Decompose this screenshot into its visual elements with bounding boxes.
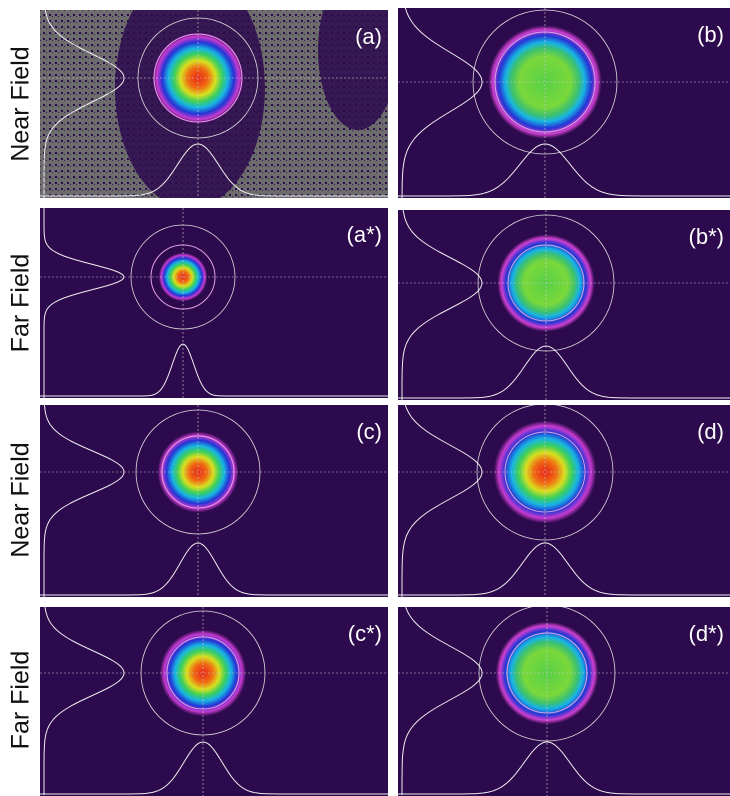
horizontal-profile (398, 741, 730, 795)
beam-panel: (a) (40, 10, 388, 198)
panel-content (398, 8, 730, 198)
panel-label: (d*) (689, 621, 724, 646)
dark-region (318, 10, 388, 130)
panel-content (40, 208, 388, 398)
row-label: Near Field (7, 442, 35, 557)
beam-spot (493, 420, 597, 524)
horizontal-profile (398, 542, 730, 596)
horizontal-profile (40, 343, 388, 397)
vertical-profile (43, 208, 125, 398)
vertical-profile (401, 607, 483, 795)
horizontal-profile (40, 741, 388, 795)
outer-ring (476, 405, 614, 541)
beam-panel: (a*) (40, 208, 388, 398)
panel-label: (d) (697, 419, 724, 444)
vertical-profile (43, 607, 125, 795)
panel-label: (c*) (348, 621, 382, 646)
panel-label: (c) (356, 419, 382, 444)
panel-label: (a) (355, 24, 382, 49)
panels: (a) (b) (a*) (b*) (c) (d) (c*) (d*) (40, 8, 730, 796)
row-label: Far Field (7, 254, 35, 353)
panel-label: (b) (697, 22, 724, 47)
vertical-profile (401, 8, 483, 198)
panel-label: (b*) (689, 224, 724, 249)
beam-panel: (c*) (40, 607, 388, 796)
panel-label: (a*) (347, 222, 382, 247)
vertical-profile (401, 210, 483, 400)
row-label: Near Field (7, 46, 35, 161)
horizontal-profile (398, 143, 730, 197)
horizontal-profile (398, 345, 730, 399)
panel-content (398, 607, 730, 796)
row-label: Far Field (7, 651, 35, 750)
row-labels: Near Field Far Field Near Field Far Field (7, 46, 35, 749)
panel-background (40, 208, 388, 398)
vertical-profile (401, 405, 483, 597)
horizontal-profile (40, 542, 388, 596)
beam-panel: (d*) (398, 607, 730, 796)
vertical-profile (43, 10, 125, 198)
panel-content (40, 607, 388, 796)
beam-panel: (b*) (398, 210, 730, 400)
panel-content (40, 10, 388, 198)
vertical-profile (43, 405, 125, 597)
horizontal-profile (40, 143, 388, 197)
panel-content (398, 405, 730, 597)
beam-panel: (c) (40, 405, 388, 597)
beam-panel: (d) (398, 405, 730, 597)
beam-panel: (b) (398, 8, 730, 198)
panel-content (398, 210, 730, 400)
panel-content (40, 405, 388, 597)
aperture-ring (504, 431, 586, 513)
